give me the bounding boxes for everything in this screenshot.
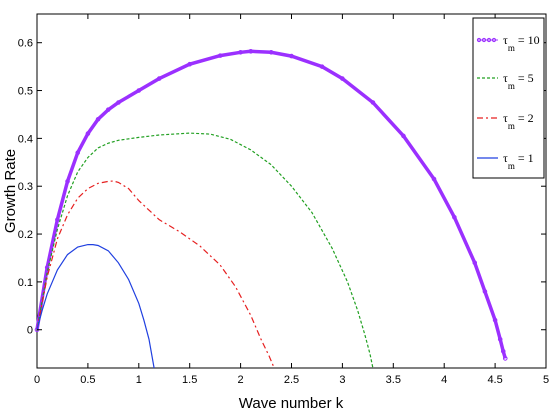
series-point-tau-10 [289, 53, 294, 59]
legend: τm= 10 τm= 5 τm= 2 τm= 1 [472, 17, 545, 179]
y-tick-label: 0.4 [18, 133, 33, 145]
x-tick-label: 4.5 [487, 374, 502, 386]
series-point-tau-10 [156, 76, 162, 81]
series-point-tau-10 [492, 317, 498, 323]
curves-layer [34, 49, 508, 369]
legend-marker [481, 37, 487, 43]
series-point-tau-10 [136, 88, 142, 93]
x-axis-ticks: 0 0.5 1 1.5 2 2.5 3 3.5 4 4.5 5 [34, 14, 549, 386]
series-point-tau-10 [268, 49, 274, 55]
series-point-tau-10 [431, 176, 437, 182]
x-tick-label: 4 [441, 374, 447, 386]
x-tick-label: 1 [136, 374, 142, 386]
legend-marker [476, 37, 482, 43]
legend-label-tau-2: τm= 2 [503, 111, 534, 131]
series-point-tau-10 [401, 133, 406, 139]
series-line-tau-10 [35, 49, 507, 359]
series-point-tau-10 [116, 100, 121, 105]
series-point-tau-10 [340, 76, 345, 81]
y-tick-label: 0.6 [18, 38, 33, 50]
x-tick-label: 0 [34, 374, 40, 386]
series-point-tau-10 [472, 260, 478, 266]
series-point-tau-10 [248, 49, 254, 54]
series-point-tau-10 [217, 53, 223, 58]
series-point-tau-10 [482, 289, 488, 294]
series-point-tau-10 [319, 64, 325, 69]
series-line-tau-2 [36, 180, 275, 369]
x-axis-label: Wave number k [239, 395, 344, 412]
plot-frame [36, 13, 547, 369]
x-tick-label: 0.5 [80, 374, 95, 386]
series-point-tau-10 [238, 49, 243, 55]
series-line-tau-1 [36, 244, 155, 369]
x-tick-label: 3 [339, 374, 345, 386]
y-tick-label: 0.2 [18, 229, 33, 241]
y-axis-label: Growth Rate [2, 149, 19, 233]
series-point-tau-10 [105, 107, 111, 112]
y-tick-label: 0.5 [18, 86, 33, 98]
x-tick-label: 2 [238, 374, 244, 386]
series-point-tau-10 [65, 179, 70, 184]
series-point-tau-10 [497, 336, 503, 342]
x-tick-label: 5 [543, 374, 549, 386]
series-point-tau-10 [85, 131, 91, 136]
legend-box [472, 17, 545, 179]
series-point-tau-10 [370, 100, 376, 105]
legend-marker [491, 37, 497, 43]
legend-marker [486, 37, 492, 43]
y-tick-label: 0.3 [18, 181, 33, 193]
y-axis-ticks: 0 0.1 0.2 0.3 0.4 0.5 0.6 [18, 38, 546, 337]
series-point-tau-10 [75, 150, 81, 156]
series-point-tau-10 [502, 356, 508, 361]
series-point-tau-10 [44, 265, 50, 270]
series-point-tau-10 [452, 215, 457, 220]
y-tick-label: 0 [27, 325, 33, 337]
x-tick-label: 3.5 [386, 374, 401, 386]
legend-label-tau-5: τm= 5 [503, 71, 534, 91]
series-point-tau-10 [187, 61, 192, 67]
legend-label-tau-10: τm= 10 [503, 33, 540, 53]
series-point-tau-10 [500, 348, 506, 354]
series-point-tau-10 [95, 116, 101, 122]
legend-label-tau-1: τm= 1 [503, 151, 534, 171]
series-point-tau-10 [55, 217, 60, 223]
x-tick-label: 2.5 [284, 374, 299, 386]
y-tick-label: 0.1 [18, 277, 33, 289]
x-tick-label: 1.5 [182, 374, 197, 386]
